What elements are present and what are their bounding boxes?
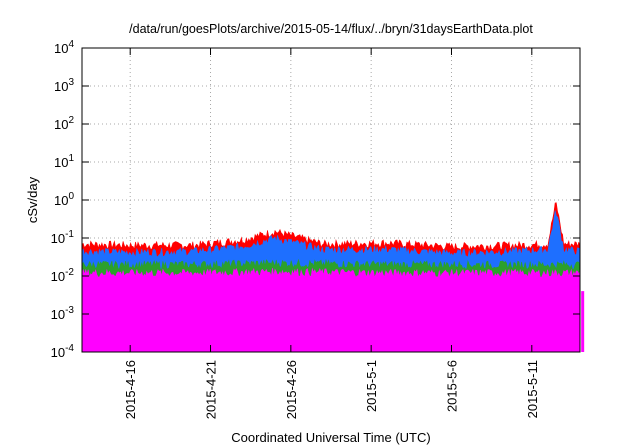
- y-tick-label: 100: [54, 191, 74, 208]
- dropout-spike: [199, 291, 203, 352]
- dropout-spike: [246, 291, 250, 352]
- axis-ticks: [82, 47, 580, 353]
- x-tick-label: 2015-5-1: [364, 360, 379, 412]
- plot-area: [81, 202, 585, 353]
- series-floor-line: [81, 291, 581, 302]
- y-tick-label: 103: [54, 77, 74, 94]
- x-axis-label: Coordinated Universal Time (UTC): [231, 430, 430, 445]
- dropout-spike: [132, 291, 136, 352]
- y-tick-label: 101: [54, 153, 74, 170]
- x-tick-label: 2015-4-21: [204, 360, 219, 419]
- dropout-spike: [459, 291, 463, 352]
- y-tick-label: 10-1: [51, 229, 75, 246]
- x-tick-label: 2015-5-11: [525, 360, 540, 418]
- y-axis-label: cSv/day: [25, 176, 40, 223]
- dropout-spike: [205, 291, 208, 352]
- y-tick-label: 10-4: [51, 343, 75, 360]
- y-tick-label: 102: [54, 115, 74, 132]
- y-tick-label: 10-3: [51, 305, 75, 322]
- chart-title: /data/run/goesPlots/archive/2015-05-14/f…: [129, 22, 533, 36]
- dropout-spike: [581, 291, 585, 352]
- x-tick-label: 2015-4-26: [284, 360, 299, 419]
- y-tick-label: 10-2: [51, 267, 75, 284]
- x-tick-label: 2015-4-16: [123, 360, 138, 419]
- series-area: [81, 267, 581, 353]
- y-tick-label: 104: [54, 39, 74, 56]
- dropout-spike: [435, 291, 439, 352]
- dropout-spike: [159, 291, 163, 352]
- dropout-spike: [478, 291, 482, 352]
- tick-labels: 10-4 10-3 10-2 10-1 100 101 102 103 104 2015-4-16…: [51, 39, 540, 419]
- x-tick-label: 2015-5-6: [444, 360, 459, 412]
